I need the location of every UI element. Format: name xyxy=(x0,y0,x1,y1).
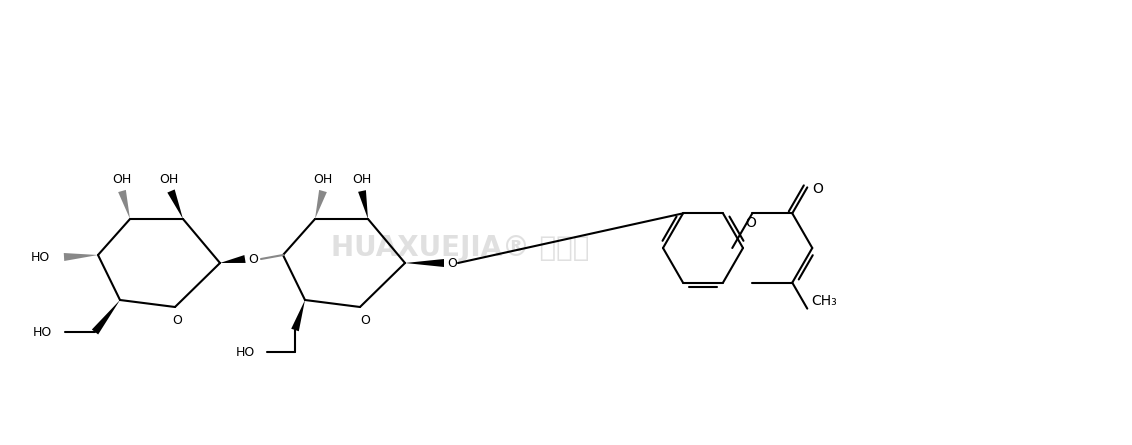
Text: HUAXUEJIA® 化学加: HUAXUEJIA® 化学加 xyxy=(331,234,589,262)
Text: CH₃: CH₃ xyxy=(812,294,837,307)
Text: OH: OH xyxy=(314,173,333,186)
Text: O: O xyxy=(447,256,457,270)
Polygon shape xyxy=(92,300,120,335)
Text: OH: OH xyxy=(160,173,179,186)
Polygon shape xyxy=(315,190,327,219)
Polygon shape xyxy=(220,255,246,263)
Text: OH: OH xyxy=(352,173,371,186)
Polygon shape xyxy=(118,190,130,219)
Polygon shape xyxy=(168,190,183,219)
Polygon shape xyxy=(291,300,305,331)
Polygon shape xyxy=(358,190,368,219)
Text: HO: HO xyxy=(235,345,255,359)
Text: O: O xyxy=(360,313,370,327)
Text: O: O xyxy=(172,313,182,327)
Text: HO: HO xyxy=(31,251,50,263)
Text: O: O xyxy=(248,252,258,266)
Polygon shape xyxy=(405,259,444,267)
Text: O: O xyxy=(812,182,823,196)
Text: HO: HO xyxy=(33,325,52,339)
Text: O: O xyxy=(745,216,756,231)
Polygon shape xyxy=(63,253,98,261)
Text: OH: OH xyxy=(112,173,131,186)
